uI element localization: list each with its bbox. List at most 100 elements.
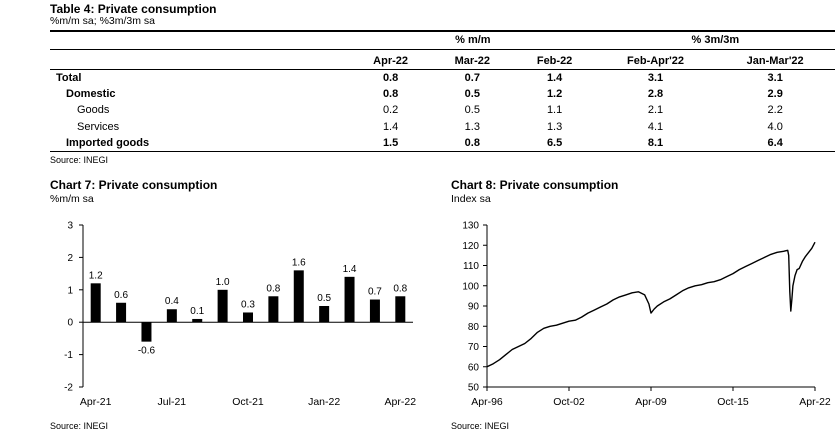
column-header: Feb-Apr'22 xyxy=(595,49,716,70)
chart7-subtitle: %m/m sa xyxy=(50,193,94,205)
table-cell: 3.1 xyxy=(767,71,783,84)
bar xyxy=(166,309,177,323)
data-label: 1.6 xyxy=(292,257,306,268)
table-cell: 2.1 xyxy=(647,104,664,117)
table-cell: 1.4 xyxy=(546,71,563,84)
table-cell: 0.8 xyxy=(382,87,399,100)
column-header: Feb-22 xyxy=(513,49,596,70)
table-row: Domestic 0.8 0.5 1.2 2.8 2.9 xyxy=(50,86,835,103)
data-label: 0.7 xyxy=(368,287,382,298)
table-column-header-row: Apr-22 Mar-22 Feb-22 Feb-Apr'22 Jan-Mar'… xyxy=(50,49,835,70)
table-cell: 0.8 xyxy=(382,71,399,84)
x-tick-label: Oct-15 xyxy=(717,396,749,408)
data-label: 1.0 xyxy=(216,277,230,288)
table-cell: 1.3 xyxy=(464,120,480,133)
table-row: Services 1.4 1.3 1.3 4.1 4.0 xyxy=(50,119,835,136)
y-tick-label: 50 xyxy=(468,383,480,394)
x-tick-label: Apr-21 xyxy=(80,396,112,408)
row-label: Imported goods xyxy=(50,135,350,152)
chart8-subtitle: Index sa xyxy=(451,193,491,205)
bar xyxy=(293,270,304,323)
x-tick-label: Jan-22 xyxy=(308,396,340,408)
y-tick-label: 2 xyxy=(67,253,73,264)
bar xyxy=(395,296,406,323)
table-cell: 0.5 xyxy=(464,104,480,117)
table-cell: 1.1 xyxy=(546,104,563,117)
table-cell: 8.1 xyxy=(595,135,716,152)
row-label: Services xyxy=(77,120,120,133)
chart8-title: Chart 8: Private consumption xyxy=(451,178,619,192)
chart8-source: Source: INEGI xyxy=(451,421,510,431)
row-label: Total xyxy=(56,71,82,84)
table-cell: 6.4 xyxy=(715,135,835,152)
y-tick-label: 130 xyxy=(462,221,479,232)
row-label: Goods xyxy=(77,104,110,117)
table-row: Imported goods 1.5 0.8 6.5 8.1 6.4 xyxy=(50,135,835,152)
table-source: Source: INEGI xyxy=(50,155,109,165)
y-tick-label: 120 xyxy=(462,241,479,252)
chart7-source: Source: INEGI xyxy=(50,421,109,431)
x-tick-label: Jul-21 xyxy=(158,396,187,408)
y-tick-label: 70 xyxy=(468,342,480,353)
bar xyxy=(90,283,101,323)
y-tick-label: -1 xyxy=(64,350,73,361)
table-subtitle: %m/m sa; %3m/3m sa xyxy=(50,15,156,27)
table-cell: 0.2 xyxy=(382,104,399,117)
bar xyxy=(192,318,203,323)
y-tick-label: 80 xyxy=(468,322,480,333)
table-cell: 0.5 xyxy=(464,87,480,100)
bar xyxy=(141,322,152,342)
bar xyxy=(369,299,380,323)
table-cell: 0.8 xyxy=(431,135,514,152)
bar xyxy=(116,302,127,323)
table-top-rule xyxy=(50,30,835,32)
bar xyxy=(319,306,330,323)
data-label: 0.6 xyxy=(114,290,128,301)
data-label: 1.4 xyxy=(343,264,357,275)
table-cell: 2.2 xyxy=(767,104,783,117)
table-cell: 0.7 xyxy=(464,71,480,84)
data-label: 1.2 xyxy=(89,270,103,281)
table-cell: 2.8 xyxy=(647,87,664,100)
chart7-title: Chart 7: Private consumption xyxy=(50,178,218,192)
data-label: 0.8 xyxy=(393,283,407,294)
table-cell: 3.1 xyxy=(647,71,664,84)
y-tick-label: 60 xyxy=(468,362,480,373)
table-title: Table 4: Private consumption xyxy=(50,2,217,16)
bar xyxy=(217,289,228,323)
table-cell: 6.5 xyxy=(513,135,596,152)
table-row: Goods 0.2 0.5 1.1 2.1 2.2 xyxy=(50,102,835,119)
table-cell: 1.5 xyxy=(350,135,432,152)
bar xyxy=(243,312,253,323)
data-label: 0.3 xyxy=(241,299,255,310)
table-cell: 1.4 xyxy=(382,120,399,133)
y-tick-label: 1 xyxy=(67,285,73,296)
y-tick-label: -2 xyxy=(64,383,73,394)
x-tick-label: Apr-96 xyxy=(471,396,503,408)
x-tick-label: Apr-22 xyxy=(385,396,417,408)
column-header: Mar-22 xyxy=(431,49,514,70)
data-label: 0.1 xyxy=(190,306,204,317)
x-tick-label: Oct-21 xyxy=(232,396,264,408)
table-cell: 4.1 xyxy=(647,120,664,133)
group-header-3m3m: % 3m/3m xyxy=(595,32,835,50)
data-label: 0.5 xyxy=(317,293,331,304)
table-cell: 2.9 xyxy=(767,87,783,100)
group-header-mm: % m/m xyxy=(350,32,596,50)
data-label: 0.4 xyxy=(165,296,179,307)
bar xyxy=(268,296,279,323)
series-line xyxy=(486,241,816,368)
x-tick-label: Apr-22 xyxy=(799,396,831,408)
y-tick-label: 3 xyxy=(67,221,73,232)
x-tick-label: Oct-02 xyxy=(553,396,585,408)
column-header: Jan-Mar'22 xyxy=(715,49,835,70)
data-label: 0.8 xyxy=(266,283,280,294)
x-tick-label: Apr-09 xyxy=(635,396,667,408)
bar xyxy=(344,276,355,323)
table-row: Total 0.8 0.7 1.4 3.1 3.1 xyxy=(50,69,835,86)
table-cell: 4.0 xyxy=(767,120,783,133)
table-group-header-row: % m/m % 3m/3m xyxy=(50,32,835,50)
table-cell: 1.2 xyxy=(546,87,563,100)
